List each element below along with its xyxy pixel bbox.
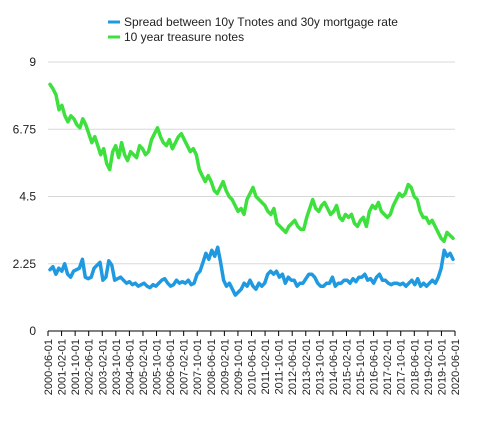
series-line-1	[48, 245, 455, 297]
x-axis: 2000-06-01 2001-02-01 2001-10-01 2002-06-01…	[43, 331, 462, 395]
grid	[48, 61, 455, 332]
x-tick-label: 2015-02-01	[341, 339, 353, 395]
x-tick-label: 2001-02-01	[57, 339, 69, 395]
x-tick-label: 2013-02-01	[301, 339, 313, 395]
x-tick-label: 2009-02-01	[219, 339, 231, 395]
x-tick-label: 2008-06-01	[206, 339, 218, 395]
legend: Spread between 10y Tnotes and 30y mortga…	[108, 15, 398, 44]
x-tick-label: 2019-02-01	[423, 339, 435, 395]
x-tick-label: 2015-10-01	[355, 339, 367, 395]
legend-label-1: Spread between 10y Tnotes and 30y mortga…	[124, 15, 398, 29]
x-tick-label: 2012-06-01	[287, 339, 299, 395]
x-tick-label: 2017-02-01	[382, 339, 394, 395]
plot-area	[48, 82, 455, 297]
x-tick-label: 2006-06-01	[165, 339, 177, 395]
x-tick-label: 2013-10-01	[314, 339, 326, 395]
x-tick-label: 2007-02-01	[179, 339, 191, 395]
x-tick-label: 2009-10-01	[233, 339, 245, 395]
x-tick-label: 2002-06-01	[84, 339, 96, 395]
x-tick-label: 2003-10-01	[111, 339, 123, 395]
x-tick-label: 2000-06-01	[43, 339, 55, 395]
series-line-2	[48, 82, 455, 244]
legend-label-2: 10 year treasure notes	[124, 30, 244, 44]
x-tick-label: 2011-10-01	[274, 339, 286, 394]
x-tick-label: 2010-06-01	[247, 339, 259, 395]
y-tick-label: 4.5	[19, 190, 36, 204]
x-tick-label: 2005-10-01	[152, 339, 164, 395]
x-tick-label: 2016-06-01	[369, 339, 381, 395]
y-axis: 0 2.25 4.5 6.75 9	[13, 55, 37, 338]
x-tick-label: 2017-10-01	[396, 339, 408, 395]
x-tick-label: 2005-02-01	[138, 339, 150, 395]
x-tick-label: 2011-02-01	[260, 339, 272, 394]
x-tick-label: 2003-02-01	[97, 339, 109, 395]
y-tick-label: 6.75	[13, 122, 37, 136]
y-tick-label: 0	[29, 324, 36, 338]
x-tick-label: 2018-06-01	[409, 339, 421, 395]
x-tick-label: 2004-06-01	[124, 339, 136, 395]
y-tick-label: 2.25	[13, 257, 37, 271]
x-tick-label: 2001-10-01	[70, 339, 82, 395]
x-tick-label: 2007-10-01	[192, 339, 204, 395]
x-tick-label: 2019-10-01	[436, 339, 448, 395]
x-tick-label: 2020-06-01	[450, 339, 462, 395]
y-tick-label: 9	[29, 55, 36, 69]
x-tick-label: 2014-06-01	[328, 339, 340, 395]
